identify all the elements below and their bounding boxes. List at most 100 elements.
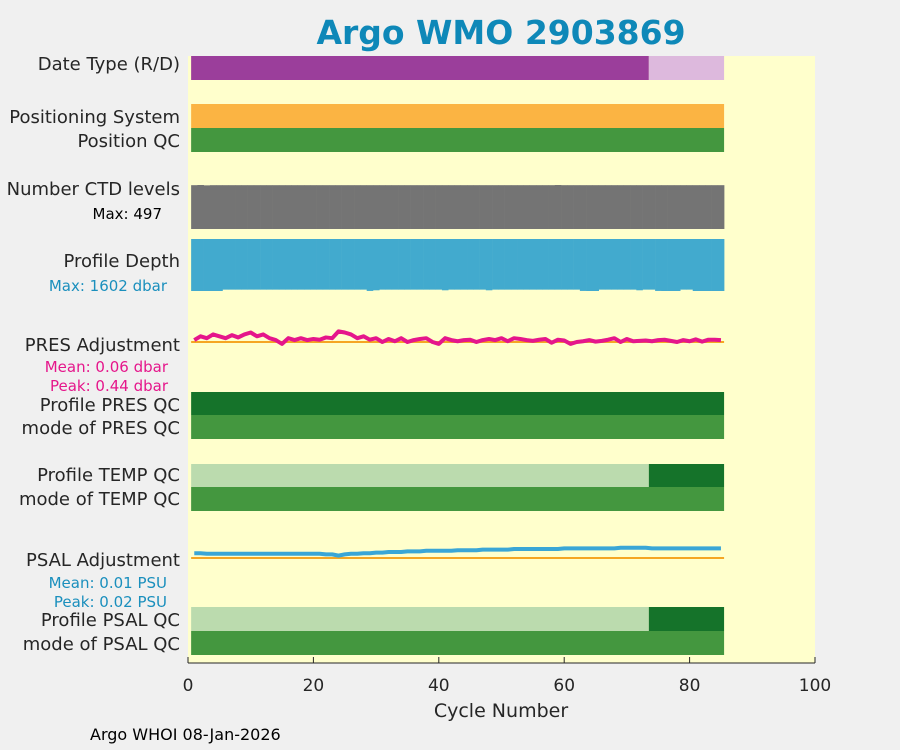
profile-depth-bar (209, 239, 217, 291)
ctd-level-bar (548, 185, 556, 229)
ctd-level-bar (454, 185, 462, 229)
status-bar-segment (191, 104, 725, 128)
ctd-level-bar (222, 185, 230, 229)
label-profile-depth: Profile Depth (63, 251, 180, 272)
profile-depth-bar (699, 239, 706, 291)
ctd-level-bar (203, 185, 211, 229)
ctd-level-bar (391, 185, 399, 229)
ctd-level-bar (310, 185, 317, 229)
x-axis-ticks: 0 20 40 60 80 100 (183, 657, 831, 696)
profile-depth-bar (454, 239, 462, 290)
ctd-level-bar (667, 185, 675, 229)
ctd-level-bar (460, 185, 468, 229)
profile-depth-bar (554, 239, 562, 290)
ctd-level-bar (316, 185, 324, 229)
x-tick-label: 60 (553, 676, 575, 696)
profile-depth-bar (517, 239, 524, 290)
profile-depth-bar (203, 239, 211, 291)
ctd-level-bar (329, 185, 336, 229)
profile-depth-bar (191, 239, 198, 291)
profile-depth-bar (717, 239, 725, 291)
profile-depth-bar (197, 239, 204, 291)
ctd-level-bar (617, 185, 625, 229)
ctd-level-bar (197, 185, 204, 229)
profile-depth-bar (391, 239, 399, 290)
profile-depth-bar (479, 239, 487, 290)
profile-depth-bar (291, 239, 299, 290)
profile-depth-bar (692, 239, 700, 291)
profile-depth-bar (542, 239, 549, 290)
ctd-level-bar (699, 185, 706, 229)
profile-depth-bar (372, 239, 380, 291)
ctd-level-bar (467, 185, 474, 229)
profile-depth-bar (316, 239, 324, 290)
profile-depth-bar (322, 239, 330, 290)
ctd-level-bar (410, 185, 418, 229)
ctd-level-bar (498, 185, 505, 229)
profile-depth-bar (604, 239, 612, 290)
profile-depth-bar (423, 239, 430, 290)
chart-title: Argo WMO 2903869 (316, 13, 685, 52)
ctd-level-bar (266, 185, 273, 229)
ctd-level-bar (291, 185, 299, 229)
label-depth-max: Max: 1602 dbar (49, 277, 168, 295)
ctd-level-bar (322, 185, 330, 229)
profile-depth-bar (448, 239, 455, 290)
ctd-level-bar (379, 185, 386, 229)
profile-depth-bar (416, 239, 424, 290)
ctd-level-bar (297, 185, 305, 229)
ctd-level-bar (529, 185, 537, 229)
label-psal-mean: Mean: 0.01 PSU (49, 574, 167, 592)
profile-depth-bar (623, 239, 631, 290)
profile-depth-bar (398, 239, 405, 290)
profile-depth-bar (529, 239, 537, 290)
profile-depth-bar (460, 239, 468, 290)
label-psal-peak: Peak: 0.02 PSU (54, 593, 167, 611)
ctd-level-bar (354, 185, 361, 229)
profile-depth-bar (222, 239, 230, 290)
label-ctd-max: Max: 497 (93, 205, 162, 223)
ctd-level-bar (517, 185, 524, 229)
profile-depth-bar (523, 239, 531, 290)
ctd-level-bar (285, 185, 292, 229)
profile-depth-bar (341, 239, 349, 290)
x-tick-label: 0 (183, 676, 194, 696)
profile-depth-bar (441, 239, 449, 291)
profile-depth-bar (473, 239, 480, 290)
ctd-level-bar (642, 185, 650, 229)
status-bar-segment (191, 464, 649, 487)
ctd-level-bar (241, 185, 248, 229)
ctd-level-bar (711, 185, 719, 229)
label-positioning-system: Positioning System (9, 107, 180, 128)
status-bar-segment (648, 56, 725, 80)
profile-depth-bar (579, 239, 587, 291)
profile-depth-bar (611, 239, 618, 290)
ctd-level-bar (492, 185, 499, 229)
profile-depth-bar (310, 239, 317, 290)
profile-depth-bar (266, 239, 273, 290)
x-tick-label: 80 (679, 676, 701, 696)
profile-depth-bar (667, 239, 675, 291)
pres-adjustment-line (193, 329, 722, 346)
ctd-level-bar (278, 185, 286, 229)
profile-depth-bar (303, 239, 311, 290)
ctd-level-bar (567, 185, 574, 229)
x-tick-label: 20 (303, 676, 325, 696)
status-bar-segment (191, 487, 725, 511)
label-mode-temp-qc: mode of TEMP QC (19, 489, 180, 510)
profile-depth-bar (228, 239, 236, 290)
profile-depth-bar (680, 239, 687, 290)
profile-depth-bar (216, 239, 223, 291)
plot-area (188, 56, 815, 663)
ctd-level-bar (303, 185, 311, 229)
ctd-level-bar (448, 185, 455, 229)
footer-credit: Argo WHOI 08-Jan-2026 (90, 725, 281, 744)
ctd-level-bar (586, 185, 593, 229)
ctd-level-bar (366, 185, 374, 229)
profile-depth-bar (235, 239, 242, 290)
status-bar-segment (191, 128, 725, 152)
ctd-level-bar (648, 185, 656, 229)
status-bar-segment (191, 392, 725, 415)
profile-depth-bar (510, 239, 518, 290)
